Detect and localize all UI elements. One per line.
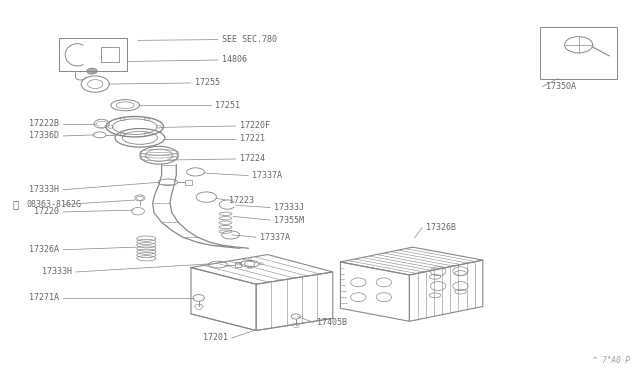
Bar [540,27,617,78]
Text: 17350A: 17350A [546,82,576,91]
Text: 17337A: 17337A [260,232,290,242]
Text: 17251: 17251 [215,101,240,110]
Text: ^ 7°A0 P: ^ 7°A0 P [593,356,630,365]
Text: SEE SEC.780: SEE SEC.780 [221,35,276,44]
Text: 17355M: 17355M [274,216,304,225]
Text: 17271A: 17271A [29,294,60,302]
Text: 17333H: 17333H [29,185,60,194]
Text: 08363-8162G: 08363-8162G [26,200,81,209]
Text: 17255: 17255 [195,78,220,87]
Text: 17336D: 17336D [29,131,60,141]
Text: 17220F: 17220F [239,122,269,131]
Text: 17224: 17224 [239,154,264,163]
Text: 17333H: 17333H [42,267,72,276]
Text: 17201: 17201 [203,333,228,343]
Text: 17220: 17220 [35,208,60,217]
Text: 17337A: 17337A [252,171,282,180]
Text: 17405B: 17405B [317,318,348,327]
Text: 17221: 17221 [239,134,264,143]
Text: 14806: 14806 [221,55,246,64]
Bar [101,47,119,62]
Text: 17326A: 17326A [29,245,60,254]
Text: Ⓢ: Ⓢ [12,199,19,209]
Bar [185,180,191,185]
Text: 17333J: 17333J [274,203,304,212]
Circle shape [87,68,97,74]
Bar [235,262,241,267]
Text: 17326B: 17326B [426,223,456,232]
Text: 17223: 17223 [229,196,254,205]
Text: 17222B: 17222B [29,119,60,128]
